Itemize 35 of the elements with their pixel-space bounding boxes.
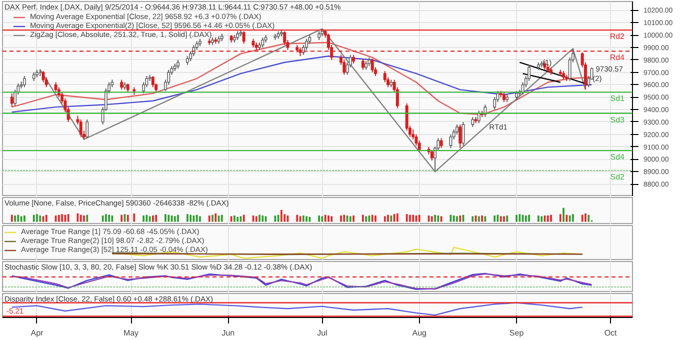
candlestick xyxy=(54,82,58,93)
ref-line-label: Sd2 xyxy=(610,172,626,182)
candlestick xyxy=(449,134,452,149)
candlestick xyxy=(458,124,462,149)
x-tick-label: Jun xyxy=(222,328,235,338)
candlestick xyxy=(383,70,386,83)
x-tick-label: Aug xyxy=(412,328,426,338)
x-tick-label: May xyxy=(123,328,139,338)
x-tick-label: Apr xyxy=(30,328,44,338)
x-tick-label: Jul xyxy=(317,328,328,338)
ref-line-label: Rd2 xyxy=(610,32,626,42)
candlestick xyxy=(440,138,443,149)
candlestick xyxy=(242,30,246,44)
candlestick xyxy=(86,118,89,139)
candlestick xyxy=(471,116,474,128)
ref-line-label: Rd4 xyxy=(610,53,626,62)
candlestick xyxy=(361,58,364,70)
candlestick xyxy=(22,76,26,88)
candlestick xyxy=(430,150,434,161)
candlestick xyxy=(42,70,45,83)
x-tick-label: Sep xyxy=(509,328,524,338)
candlestick xyxy=(342,59,346,76)
ref-line-label: Sd4 xyxy=(610,152,626,162)
candlestick xyxy=(10,92,14,108)
candlestick xyxy=(79,118,82,138)
candlestick xyxy=(462,121,465,146)
candlestick xyxy=(502,92,506,103)
line-series xyxy=(11,56,592,113)
ref-line-label: Sd1 xyxy=(610,94,626,104)
x-tick-label: Oct xyxy=(604,328,618,338)
candlestick xyxy=(151,76,154,88)
candlestick xyxy=(370,58,374,73)
candlestick xyxy=(120,79,124,90)
candlestick xyxy=(261,37,264,48)
ref-line-label: Sd3 xyxy=(610,115,626,124)
